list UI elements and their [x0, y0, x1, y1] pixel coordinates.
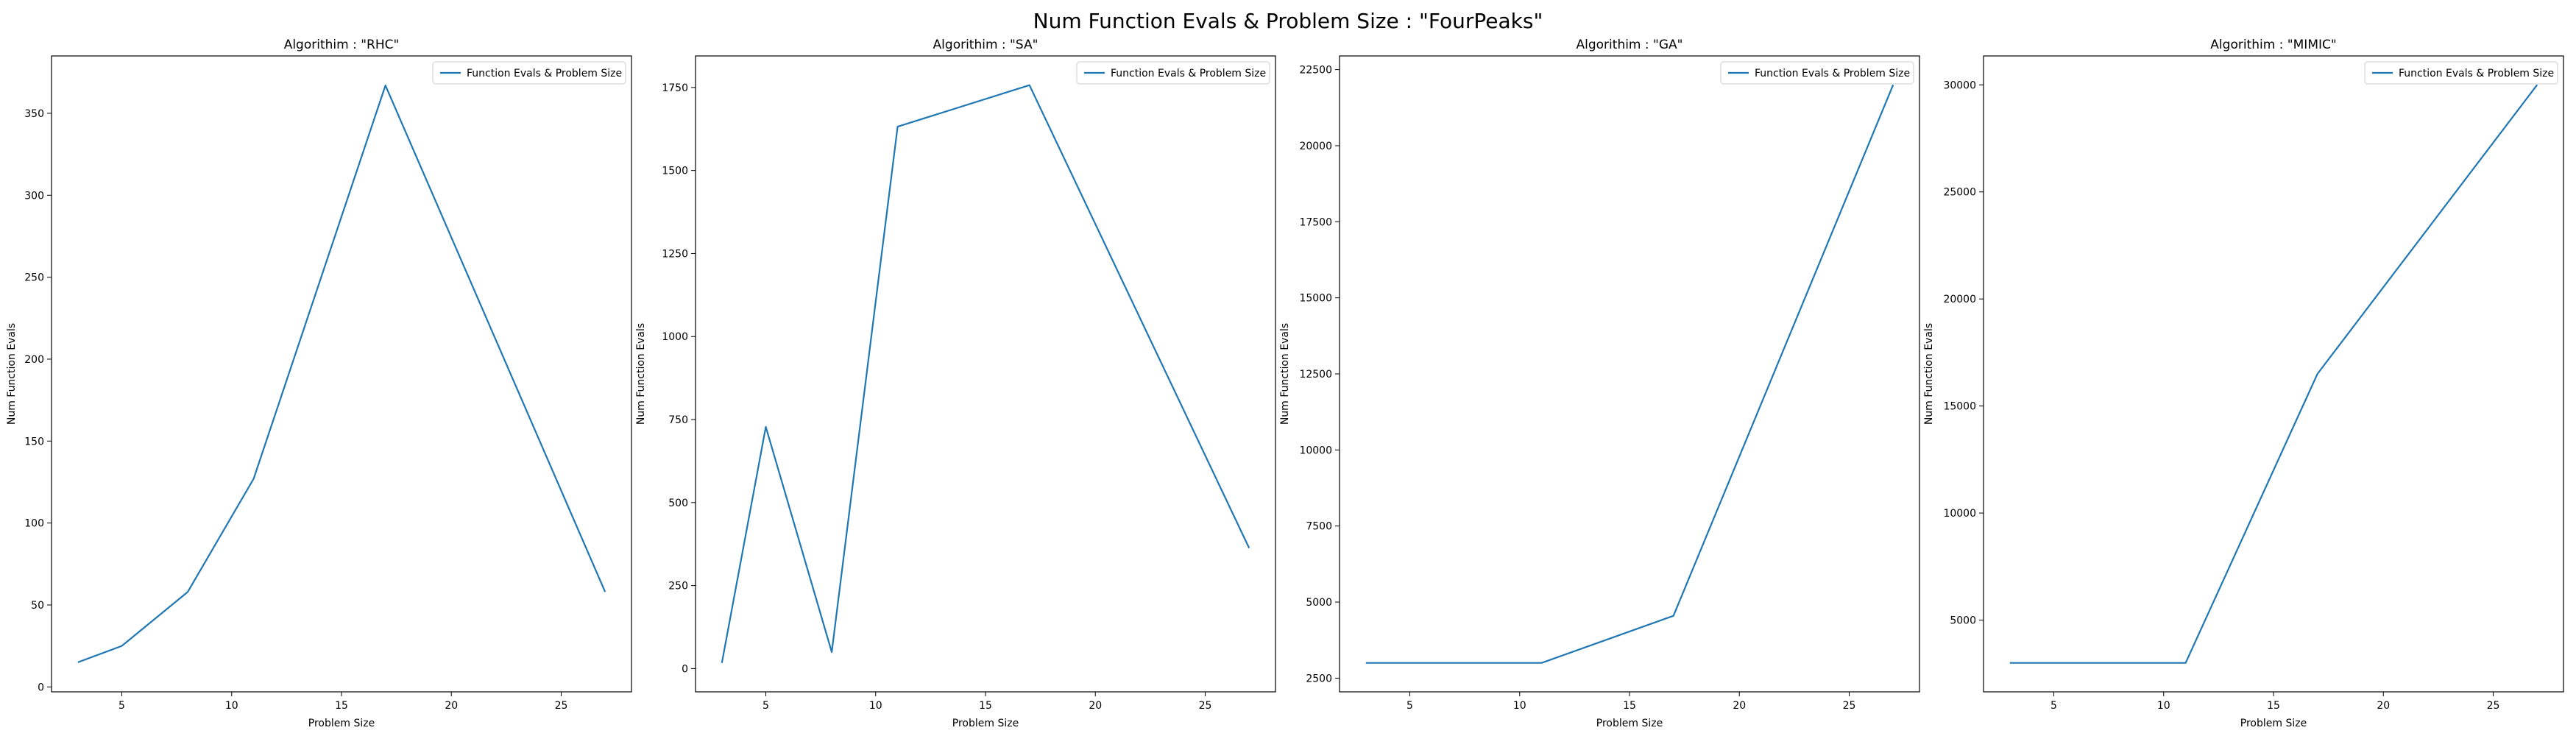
subplot-title: Algorithim : "MIMIC" — [2210, 38, 2336, 52]
legend-label: Function Evals & Problem Size — [2399, 68, 2554, 79]
y-tick-label: 0 — [682, 663, 688, 675]
subplot-1: Algorithim : "RHC"5 10 15 20 250501001502002… — [6, 38, 632, 729]
x-tick-label: 20 — [2377, 700, 2390, 712]
y-tick-label: 1250 — [662, 248, 688, 260]
x-tick-label: 10 — [225, 700, 238, 712]
y-tick-label: 12500 — [1299, 369, 1332, 381]
legend-box — [1076, 61, 1270, 85]
subplot-title: Algorithim : "SA" — [933, 38, 1038, 52]
y-tick-label: 5000 — [1306, 597, 1332, 609]
y-axis-label: Num Function Evals — [6, 323, 18, 425]
axes-frame — [695, 55, 1276, 693]
subplot-title: Algorithim : "GA" — [1577, 38, 1683, 52]
y-tick-label: 200 — [24, 354, 44, 366]
x-tick-label: 10 — [869, 700, 882, 712]
y-tick-label: 150 — [24, 436, 44, 447]
x-tick-label: 25 — [555, 700, 568, 712]
x-tick-label: 5 — [762, 700, 769, 712]
legend: Function Evals & Problem Size — [1076, 61, 1270, 85]
y-tick-label: 22500 — [1299, 65, 1332, 77]
x-tick-label: 25 — [1843, 700, 1856, 712]
y-tick-label: 10000 — [1943, 508, 1976, 520]
series-line — [1365, 84, 1894, 664]
x-tick-label: 25 — [1199, 700, 1212, 712]
y-tick-label: 30000 — [1943, 79, 1976, 91]
legend-label: Function Evals & Problem Size — [1111, 68, 1266, 79]
subplot-3: Algorithim : "GA" 5 10 15 20 25 2500 5000 7500 10… — [1279, 38, 1920, 729]
x-tick-label: 15 — [2267, 700, 2280, 712]
y-tick-label: 750 — [668, 414, 688, 426]
x-tick-label: 20 — [445, 700, 458, 712]
y-tick-label: 1750 — [662, 82, 688, 94]
x-tick-label: 15 — [979, 700, 992, 712]
y-tick-label: 350 — [24, 108, 44, 120]
x-tick-label: 20 — [1733, 700, 1746, 712]
x-tick-label: 10 — [1513, 700, 1526, 712]
y-tick-label: 20000 — [1299, 141, 1332, 152]
x-tick-label: 5 — [118, 700, 125, 712]
legend: Function Evals & Problem Size — [2364, 61, 2558, 85]
y-tick-label: 100 — [24, 518, 44, 530]
subplot-title: Algorithim : "RHC" — [284, 38, 400, 52]
y-tick-label: 250 — [24, 272, 44, 284]
y-tick-label: 20000 — [1943, 294, 1976, 305]
legend-label: Function Evals & Problem Size — [467, 68, 622, 79]
y-tick-label: 15000 — [1299, 293, 1332, 305]
series-line — [77, 84, 606, 663]
x-axis-label: Problem Size — [2240, 718, 2307, 729]
figure-title: Num Function Evals & Problem Size : "Fou… — [1033, 9, 1543, 33]
x-tick-label: 15 — [1623, 700, 1636, 712]
y-axis-label: Num Function Evals — [1279, 323, 1291, 425]
y-tick-label: 1500 — [662, 166, 688, 177]
y-tick-label: 15000 — [1943, 401, 1976, 413]
x-tick-label: 5 — [2050, 700, 2057, 712]
y-tick-label: 2500 — [1306, 673, 1332, 684]
axes-frame — [1339, 55, 1920, 693]
y-tick-label: 7500 — [1306, 521, 1332, 533]
x-tick-label: 20 — [1089, 700, 1102, 712]
series-line — [721, 84, 1250, 663]
y-axis-label: Num Function Evals — [635, 323, 647, 425]
x-tick-label: 25 — [2487, 700, 2500, 712]
x-tick-label: 15 — [335, 700, 348, 712]
series-line — [2009, 84, 2538, 664]
y-tick-label: 25000 — [1943, 187, 1976, 199]
y-tick-label: 0 — [38, 682, 44, 693]
x-axis-label: Problem Size — [952, 718, 1019, 729]
legend: Function Evals & Problem Size — [432, 61, 626, 85]
axes-frame — [1983, 55, 2564, 693]
subplot-4: Algorithim : "MIMIC" 5 10 15 20 25 5000 10000 15… — [1923, 38, 2564, 729]
y-axis-label: Num Function Evals — [1923, 323, 1935, 425]
legend-label: Function Evals & Problem Size — [1755, 68, 1910, 79]
legend: Function Evals & Problem Size — [1720, 61, 1914, 85]
x-tick-label: 10 — [2157, 700, 2170, 712]
legend-box — [1720, 61, 1914, 85]
y-tick-label: 1000 — [662, 331, 688, 343]
y-tick-label: 500 — [668, 498, 688, 509]
y-tick-label: 17500 — [1299, 216, 1332, 228]
y-tick-label: 250 — [668, 581, 688, 592]
legend-box — [432, 61, 626, 85]
y-tick-label: 50 — [31, 600, 44, 612]
y-tick-label: 300 — [24, 190, 44, 202]
subplot-2: Algorithim : "SA"5 10 15 20 2502505007501000… — [635, 38, 1276, 729]
y-tick-label: 10000 — [1299, 445, 1332, 456]
x-axis-label: Problem Size — [308, 718, 375, 729]
x-axis-label: Problem Size — [1596, 718, 1663, 729]
axes-frame — [51, 55, 632, 693]
x-tick-label: 5 — [1406, 700, 1413, 712]
legend-box — [2364, 61, 2558, 85]
y-tick-label: 5000 — [1950, 615, 1976, 627]
